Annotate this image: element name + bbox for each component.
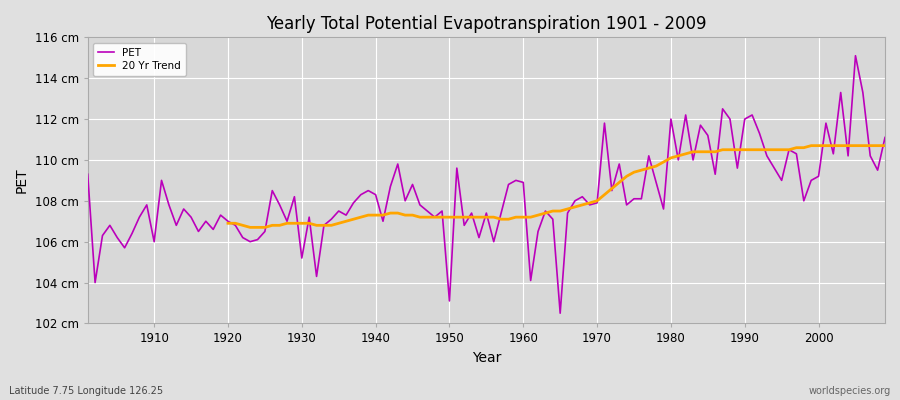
Line: 20 Yr Trend: 20 Yr Trend <box>228 146 885 227</box>
20 Yr Trend <box>319 223 329 228</box>
20 Yr Trend <box>806 143 816 148</box>
PET <box>304 215 315 220</box>
Y-axis label: PET: PET <box>15 168 29 193</box>
20 Yr Trend <box>222 221 233 226</box>
Line: PET: PET <box>87 56 885 313</box>
PET <box>850 53 861 58</box>
PET <box>141 202 152 207</box>
20 Yr Trend <box>776 147 787 152</box>
20 Yr Trend <box>879 143 890 148</box>
X-axis label: Year: Year <box>472 351 501 365</box>
Text: Latitude 7.75 Longitude 126.25: Latitude 7.75 Longitude 126.25 <box>9 386 163 396</box>
20 Yr Trend <box>429 215 440 220</box>
20 Yr Trend <box>865 143 876 148</box>
Title: Yearly Total Potential Evapotranspiration 1901 - 2009: Yearly Total Potential Evapotranspiratio… <box>266 15 706 33</box>
PET <box>510 178 521 183</box>
PET <box>879 135 890 140</box>
PET <box>82 172 93 177</box>
20 Yr Trend <box>791 145 802 150</box>
Legend: PET, 20 Yr Trend: PET, 20 Yr Trend <box>93 42 186 76</box>
20 Yr Trend <box>245 225 256 230</box>
20 Yr Trend <box>688 149 698 154</box>
PET <box>518 180 528 185</box>
PET <box>348 200 359 205</box>
PET <box>614 162 625 166</box>
Text: worldspecies.org: worldspecies.org <box>809 386 891 396</box>
PET <box>554 311 565 316</box>
